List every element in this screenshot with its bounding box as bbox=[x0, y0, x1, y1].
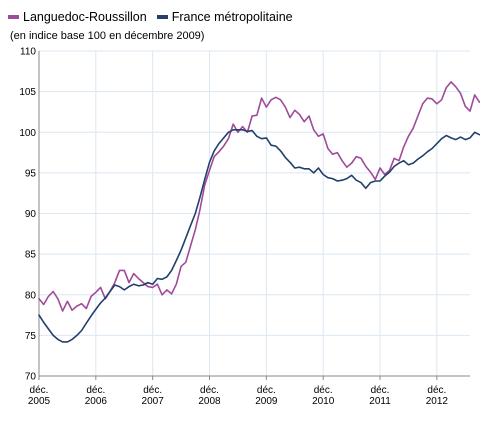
x-tick-label: 2007 bbox=[142, 396, 165, 407]
legend-swatch-france bbox=[156, 15, 168, 19]
x-tick-label: 2005 bbox=[28, 396, 51, 407]
x-tick-label: déc. bbox=[30, 385, 49, 396]
x-tick-label: déc. bbox=[86, 385, 105, 396]
x-tick-label: déc. bbox=[200, 385, 219, 396]
x-tick-label: déc. bbox=[371, 385, 390, 396]
x-tick-label: 2011 bbox=[369, 396, 391, 407]
legend-label-languedoc: Languedoc-Roussillon bbox=[23, 10, 147, 24]
y-tick-label: 110 bbox=[20, 47, 36, 58]
y-tick-label: 80 bbox=[25, 290, 37, 301]
y-tick-label: 70 bbox=[25, 372, 37, 383]
chart-subtitle: (en indice base 100 en décembre 2009) bbox=[10, 30, 205, 42]
x-tick-label: déc. bbox=[427, 385, 446, 396]
legend-label-france: France métropolitaine bbox=[171, 10, 293, 24]
y-tick-label: 100 bbox=[19, 128, 36, 139]
legend-item-languedoc: Languedoc-Roussillon bbox=[8, 10, 147, 24]
y-tick-label: 85 bbox=[25, 250, 37, 261]
series-line-france bbox=[38, 129, 480, 343]
x-tick-label: 2006 bbox=[85, 396, 108, 407]
y-tick-label: 75 bbox=[25, 331, 37, 342]
x-tick-label: déc. bbox=[314, 385, 333, 396]
series-line-languedoc bbox=[38, 81, 480, 312]
legend: Languedoc-Roussillon France métropolitai… bbox=[8, 9, 293, 25]
x-tick-label: 2009 bbox=[255, 396, 278, 407]
x-tick-label: 2012 bbox=[426, 396, 449, 407]
x-tick-label: déc. bbox=[257, 385, 276, 396]
y-tick-label: 90 bbox=[25, 209, 37, 220]
y-tick-label: 105 bbox=[19, 87, 36, 98]
x-tick-label: 2008 bbox=[198, 396, 221, 407]
legend-swatch-languedoc bbox=[8, 15, 19, 19]
legend-item-france: France métropolitaine bbox=[156, 10, 293, 24]
x-tick-label: déc. bbox=[143, 385, 162, 396]
y-tick-label: 95 bbox=[25, 168, 37, 179]
x-tick-label: 2010 bbox=[312, 396, 335, 407]
